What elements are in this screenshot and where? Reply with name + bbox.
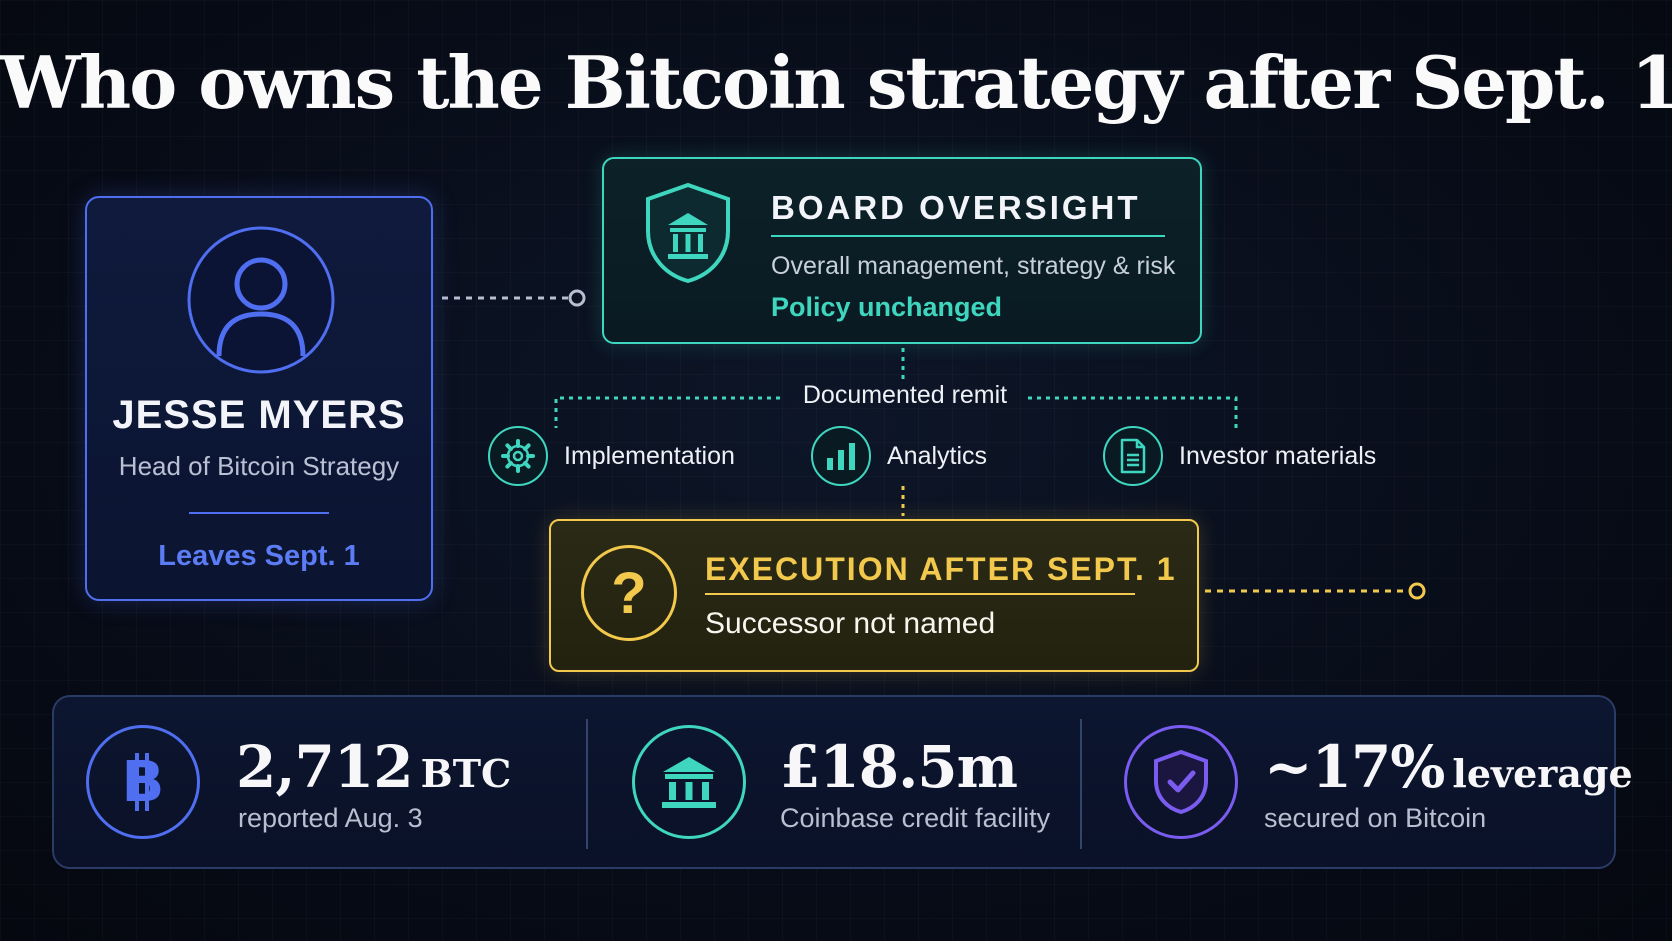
remit-item-analytics: Analytics xyxy=(811,426,987,486)
divider xyxy=(1080,719,1082,849)
stat-value: £18.5m xyxy=(780,733,1018,801)
user-icon xyxy=(187,226,335,374)
document-icon xyxy=(1103,426,1163,486)
divider xyxy=(189,512,329,514)
person-status: Leaves Sept. 1 xyxy=(158,540,360,572)
execution-card: ? EXECUTION AFTER SEPT. 1 Successor not … xyxy=(549,519,1199,672)
svg-text:B: B xyxy=(122,750,165,815)
stat-label: Coinbase credit facility xyxy=(780,803,1051,833)
board-title: BOARD OVERSIGHT xyxy=(771,189,1141,226)
bitcoin-icon: B xyxy=(86,725,200,839)
divider xyxy=(586,719,588,849)
divider xyxy=(771,235,1165,237)
board-description: Overall management, strategy & risk xyxy=(771,252,1176,280)
board-oversight-card: BOARD OVERSIGHT Overall management, stra… xyxy=(602,157,1202,344)
bank-icon xyxy=(632,725,746,839)
stats-bar: B 2,712 BTC reported Aug. 3 £18.5m Coinba… xyxy=(52,695,1633,869)
remit-label: Documented remit xyxy=(802,381,1008,409)
page-title: Who owns the Bitcoin strategy after Sept… xyxy=(0,40,1672,125)
divider xyxy=(705,593,1135,595)
stat-unit: leverage xyxy=(1452,751,1633,796)
person-card: JESSE MYERS Head of Bitcoin Strategy Lea… xyxy=(85,196,433,601)
person-name: JESSE MYERS xyxy=(112,393,406,437)
stat-label: reported Aug. 3 xyxy=(238,803,423,833)
remit-item-label: Implementation xyxy=(564,441,735,470)
board-status: Policy unchanged xyxy=(771,292,1003,322)
person-role: Head of Bitcoin Strategy xyxy=(118,451,400,481)
remit-item-investor-materials: Investor materials xyxy=(1103,426,1376,486)
stat-value: ~17% leverage xyxy=(1264,733,1633,801)
execution-status: Successor not named xyxy=(705,607,996,640)
remit-item-implementation: Implementation xyxy=(488,426,735,486)
shield-check-icon xyxy=(1124,725,1238,839)
stat-value: 2,712 BTC xyxy=(236,733,512,801)
remit-item-label: Investor materials xyxy=(1179,441,1377,470)
execution-title: EXECUTION AFTER SEPT. 1 xyxy=(705,551,1177,587)
stat-unit: BTC xyxy=(420,751,512,796)
stat-label: secured on Bitcoin xyxy=(1264,803,1487,833)
remit-item-label: Analytics xyxy=(887,441,988,470)
gear-icon xyxy=(488,426,548,486)
question-icon: ? xyxy=(581,545,677,641)
bar-chart-icon xyxy=(811,426,871,486)
bank-shield-icon xyxy=(642,181,734,285)
